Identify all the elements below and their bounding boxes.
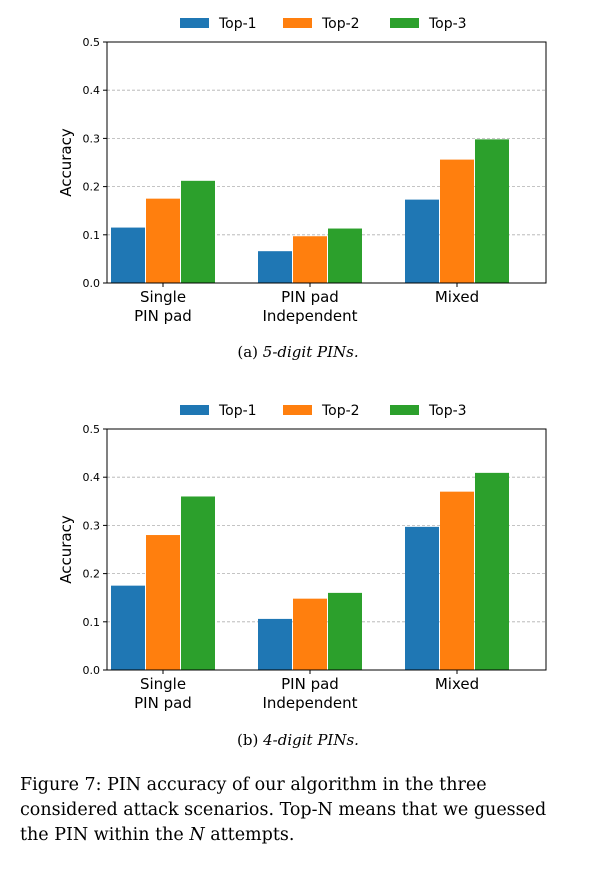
x-tick-label: Mixed: [435, 675, 479, 693]
bar-chart-b: 0.0 0.1 0.2 0.3 0.4 0.5 Single PIN pad PIN pad In…: [57, 403, 547, 712]
plot-frame: [106, 41, 547, 284]
bar-top-2-1: [293, 236, 327, 283]
bar-chart-a: 0.0 0.1 0.2 0.3 0.4 0.5 Single PIN pad PIN pad In…: [57, 16, 547, 325]
y-tick-label: 0.5: [83, 36, 101, 49]
legend-swatch-top-2: [283, 18, 312, 28]
bar-top-1-1: [258, 618, 292, 670]
subcaption-a: (a) 5-digit PINs.: [0, 343, 596, 361]
legend-label-top-2: Top-2: [321, 16, 360, 32]
bar-top-2-2: [440, 491, 474, 670]
chart-panel-b: 0.0 0.1 0.2 0.3 0.4 0.5 Single PIN pad PIN pad In…: [0, 387, 596, 727]
legend-label-top-2: Top-2: [321, 403, 360, 419]
y-axis-label: Accuracy: [57, 128, 75, 197]
bar-top-2-2: [440, 159, 474, 283]
y-tick-label: 0.4: [83, 471, 101, 484]
legend-swatch-top-2: [283, 405, 312, 415]
bar-top-3-1: [328, 228, 362, 283]
subcaption-b-text: 4-digit PINs.: [263, 731, 359, 749]
y-tick-label: 0.1: [83, 616, 101, 629]
y-tick-label: 0.3: [83, 519, 101, 532]
bar-top-3-1: [328, 592, 362, 670]
bar-top-1-0: [111, 585, 145, 670]
legend-swatch-top-3: [390, 405, 419, 415]
bar-top-2-0: [146, 198, 180, 283]
bar-top-2-0: [146, 535, 180, 670]
legend-swatch-top-3: [390, 18, 419, 28]
legend-label-top-1: Top-1: [218, 403, 257, 419]
x-tick-label: PIN pad Independent: [262, 675, 357, 712]
legend-label-top-1: Top-1: [218, 16, 257, 32]
bar-top-1-2: [405, 199, 439, 283]
subcaption-b: (b) 4-digit PINs.: [0, 731, 596, 749]
figure-caption: Figure 7: PIN accuracy of our algorithm …: [20, 773, 580, 848]
bar-top-1-0: [111, 227, 145, 283]
x-tick-label: Single PIN pad: [134, 675, 192, 712]
subcaption-a-label: (a): [237, 343, 259, 361]
bar-top-3-2: [475, 139, 509, 283]
caption-part2: attempts.: [204, 825, 295, 845]
y-tick-label: 0.2: [83, 181, 101, 194]
bar-top-1-1: [258, 251, 292, 283]
y-tick-label: 0.2: [83, 568, 101, 581]
legend-swatch-top-1: [180, 405, 209, 415]
legend-swatch-top-1: [180, 18, 209, 28]
caption-part1: Figure 7: PIN accuracy of our algorithm …: [20, 775, 547, 845]
x-tick-label: Mixed: [435, 288, 479, 306]
plot-frame: [106, 428, 547, 671]
y-tick-label: 0.5: [83, 423, 101, 436]
caption-italic-n: N: [189, 825, 205, 845]
y-tick-label: 0.3: [83, 132, 101, 145]
x-tick-label: PIN pad Independent: [262, 288, 357, 325]
subcaption-b-label: (b): [237, 731, 259, 749]
bar-top-3-0: [181, 180, 215, 283]
y-tick-label: 0.4: [83, 84, 101, 97]
y-tick-label: 0.0: [83, 277, 101, 290]
legend-label-top-3: Top-3: [428, 403, 467, 419]
bar-top-3-2: [475, 472, 509, 670]
legend-label-top-3: Top-3: [428, 16, 467, 32]
subcaption-a-text: 5-digit PINs.: [262, 343, 359, 361]
bar-top-3-0: [181, 496, 215, 670]
chart-panel-a: 0.0 0.1 0.2 0.3 0.4 0.5 Single PIN pad PIN pad In…: [0, 0, 596, 340]
x-tick-label: Single PIN pad: [134, 288, 192, 325]
y-tick-label: 0.1: [83, 229, 101, 242]
y-axis-label: Accuracy: [57, 515, 75, 584]
y-tick-label: 0.0: [83, 664, 101, 677]
bar-top-2-1: [293, 598, 327, 670]
bar-top-1-2: [405, 526, 439, 670]
